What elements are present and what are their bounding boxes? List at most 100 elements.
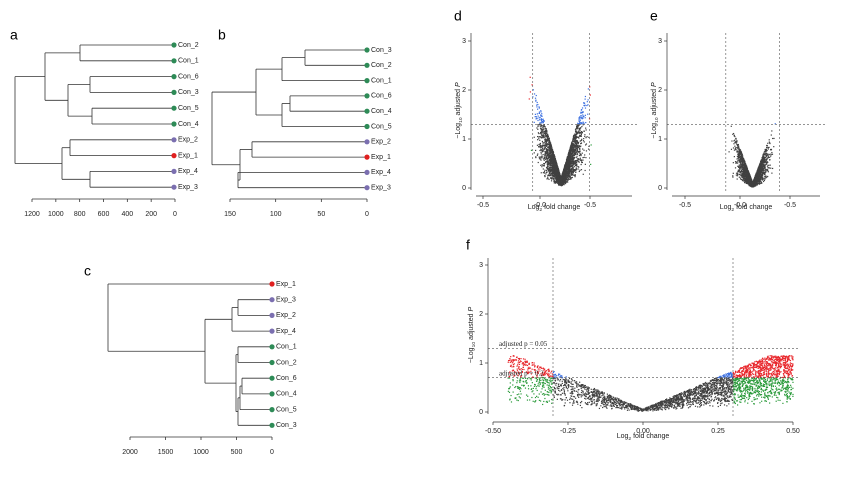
point: [576, 144, 578, 146]
point: [736, 149, 738, 151]
point: [550, 148, 552, 150]
leaf-label: Exp_4: [371, 169, 391, 176]
point: [588, 136, 590, 138]
point: [560, 180, 562, 182]
point: [550, 146, 552, 148]
point: [542, 126, 544, 128]
point: [554, 172, 556, 174]
point: [537, 132, 539, 134]
point: [551, 160, 553, 162]
point: [573, 155, 576, 157]
leaf-label: Con_3: [371, 47, 392, 54]
point: [760, 181, 762, 183]
point: [733, 143, 735, 145]
point: [558, 178, 560, 180]
point: [584, 134, 586, 136]
point: [576, 153, 579, 155]
point: [738, 165, 740, 168]
point: [535, 100, 537, 102]
point: [571, 152, 573, 154]
point: [542, 144, 544, 146]
point: [580, 160, 583, 162]
point: [577, 150, 579, 153]
point: [540, 128, 542, 130]
point: [547, 137, 549, 140]
point: [555, 160, 557, 162]
point: [535, 116, 537, 118]
point: [542, 149, 544, 152]
point: [733, 134, 735, 136]
point: [561, 181, 563, 183]
point: [572, 155, 574, 158]
point: [740, 161, 742, 163]
label-part: 2: [539, 207, 542, 213]
point: [540, 127, 542, 129]
point: [771, 151, 773, 154]
point: [735, 142, 737, 144]
point: [583, 102, 585, 104]
point: [551, 168, 553, 170]
point: [554, 167, 557, 169]
point: [548, 164, 550, 166]
point: [546, 139, 548, 141]
point: [554, 161, 556, 163]
point: [548, 153, 550, 155]
point: [553, 160, 555, 162]
point: [538, 136, 540, 138]
point: [552, 152, 555, 154]
point: [765, 168, 767, 170]
point: [566, 165, 568, 167]
point: [563, 175, 565, 177]
point: [571, 176, 573, 179]
point: [550, 170, 552, 172]
point: [577, 125, 579, 128]
point: [576, 136, 578, 138]
point: [768, 164, 770, 166]
point: [551, 177, 553, 179]
point: [547, 153, 549, 155]
point: [564, 170, 566, 172]
point: [735, 141, 737, 143]
point: [574, 168, 576, 171]
point: [543, 172, 545, 174]
point: [759, 173, 762, 176]
point: [765, 170, 767, 172]
point: [539, 127, 542, 129]
point: [764, 171, 766, 173]
point: [545, 128, 547, 130]
point: [567, 164, 569, 166]
point: [581, 152, 583, 154]
x-tick-label: -0.5: [477, 202, 489, 209]
point: [761, 179, 764, 181]
point: [554, 163, 556, 165]
point: [570, 162, 572, 164]
point: [574, 136, 576, 138]
point: [550, 178, 553, 180]
point: [544, 144, 546, 146]
point: [578, 123, 580, 125]
point: [733, 156, 735, 158]
point: [557, 176, 559, 178]
point: [556, 177, 558, 180]
point: [540, 133, 542, 135]
point: [541, 134, 543, 136]
point: [564, 179, 566, 181]
point: [559, 175, 561, 177]
point: [560, 181, 562, 183]
point: [577, 132, 579, 134]
point: [730, 125, 732, 127]
point: [549, 155, 551, 158]
point: [761, 159, 763, 161]
point: [541, 140, 544, 143]
point: [568, 151, 570, 153]
point: [560, 184, 562, 186]
leaf-label: Con_2: [371, 62, 392, 69]
point: [769, 142, 771, 145]
point: [535, 118, 537, 120]
point: [567, 171, 569, 173]
point: [559, 178, 562, 180]
point: [544, 147, 547, 149]
point: [739, 156, 741, 158]
point: [741, 165, 743, 167]
point: [767, 148, 769, 150]
